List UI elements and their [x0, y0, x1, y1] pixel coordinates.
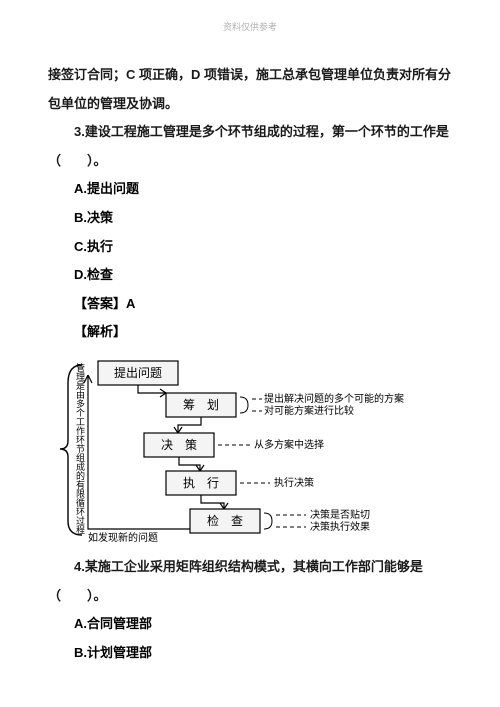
flow-diagram: 管理是由多个工作环节组成的有限循环过程 提出问题 筹 划 提出解决问题的多个可能…: [48, 353, 452, 543]
annotation-a1: 提出解决问题的多个可能的方案: [264, 392, 404, 405]
node-execute-label: 执 行: [183, 476, 219, 490]
node-plan-label: 筹 划: [183, 398, 219, 412]
page-header-watermark: 资料仅供参考: [48, 20, 452, 33]
bottom-feedback-label: 如发现新的问题: [88, 531, 158, 543]
node-propose-label: 提出问题: [114, 365, 162, 380]
q3-stem-line2: （ ）。: [48, 147, 452, 176]
annotation-a5: 决策是否贴切: [310, 508, 370, 521]
svg-text:程: 程: [76, 525, 85, 535]
q3-stem-line1: 3.建设工程施工管理是多个环节组成的过程，第一个环节的工作是: [48, 118, 452, 147]
annotation-a2: 对可能方案进行比较: [264, 404, 354, 417]
feedback-line: [88, 375, 138, 529]
q3-option-a: A.提出问题: [74, 175, 452, 204]
q4-stem-line2: （ ）。: [48, 582, 452, 611]
q3-answer: 【答案】A: [74, 290, 452, 319]
annotation-a4: 执行决策: [274, 476, 314, 489]
node-check-label: 检 查: [207, 513, 243, 528]
paragraph-prev-explain: 接签订合同；C 项正确，D 项错误，施工总承包管理单位负责对所有分包单位的管理及…: [48, 61, 452, 118]
brace-plan: [240, 397, 248, 413]
node-decide-label: 决 策: [161, 438, 197, 452]
q4-stem-line1: 4.某施工企业采用矩阵组织结构模式，其横向工作部门能够是: [48, 553, 452, 582]
q3-option-c: C.执行: [74, 233, 452, 262]
annotation-a3: 从多方案中选择: [254, 438, 324, 451]
q3-option-d: D.检查: [74, 261, 452, 290]
q3-explain-label: 【解析】: [74, 318, 452, 347]
arrow-2-3: [178, 417, 201, 433]
q3-option-b: B.决策: [74, 204, 452, 233]
q4-option-b: B.计划管理部: [74, 639, 452, 668]
annotation-a6: 决策执行效果: [310, 520, 370, 533]
vertical-label-group: 管理是由多个工作环节组成的有限循环过程: [76, 362, 85, 535]
q4-option-a: A.合同管理部: [74, 610, 452, 639]
arrow-1-2: [138, 385, 166, 393]
